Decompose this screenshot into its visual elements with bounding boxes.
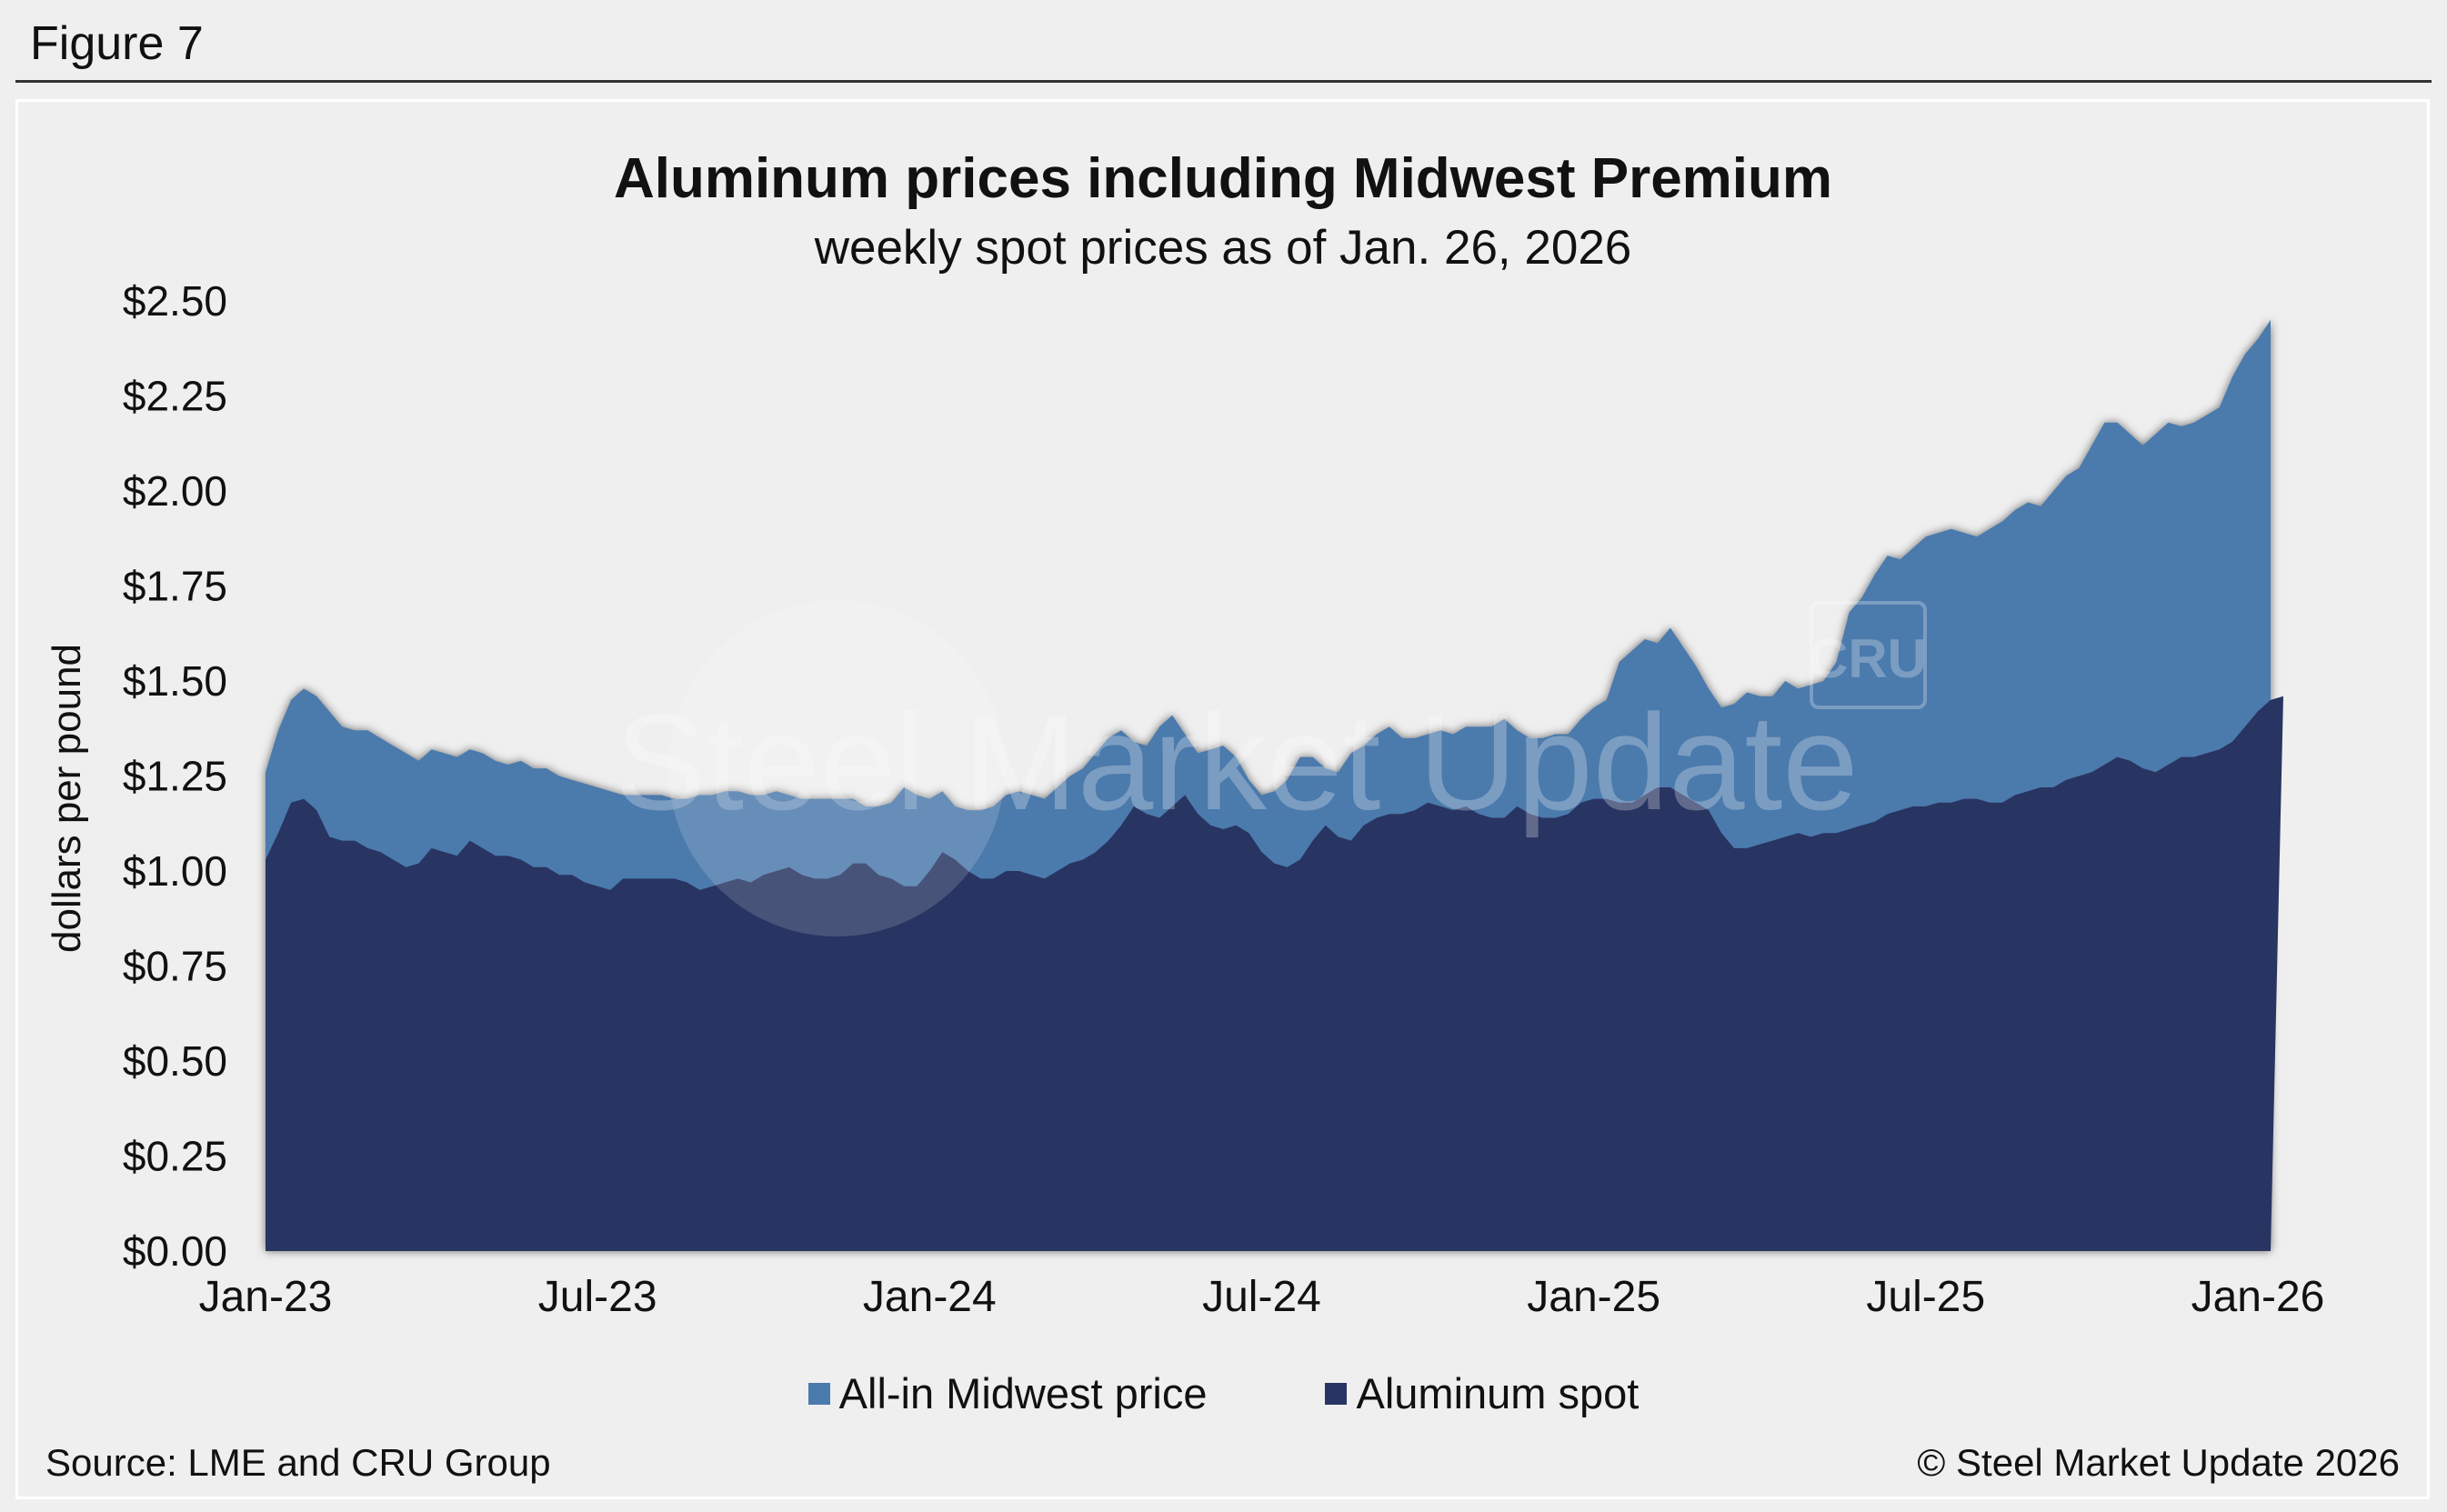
watermark-logo-icon bbox=[668, 600, 1005, 936]
legend-label-all-in: All-in Midwest price bbox=[838, 1369, 1208, 1417]
legend-item-spot: Aluminum spot bbox=[1325, 1368, 1639, 1418]
series-area-aluminum-spot bbox=[266, 696, 2283, 1251]
x-tick-label: Jul-24 bbox=[1202, 1273, 1321, 1321]
x-tick-label: Jan-25 bbox=[1527, 1273, 1660, 1321]
legend-swatch-spot bbox=[1325, 1382, 1348, 1405]
legend-swatch-all-in bbox=[807, 1382, 830, 1405]
x-tick-label: Jan-26 bbox=[2191, 1273, 2325, 1321]
y-axis-label: dollars per pound bbox=[45, 644, 89, 953]
figure-label: Figure 7 bbox=[30, 17, 204, 70]
watermark-text: Steel Market Update bbox=[615, 686, 1858, 838]
chart-subtitle: weekly spot prices as of Jan. 26, 2026 bbox=[814, 221, 1632, 275]
chart-panel bbox=[15, 99, 2430, 1499]
chart-title: Aluminum prices including Midwest Premiu… bbox=[614, 147, 1832, 210]
source-note: Source: LME and CRU Group bbox=[45, 1441, 551, 1484]
y-tick-label: $0.50 bbox=[123, 1037, 227, 1085]
figure-divider bbox=[15, 80, 2432, 83]
cru-badge-icon bbox=[1810, 601, 1927, 709]
x-axis: Jan-23 Jul-23 Jan-24 Jul-24 Jan-25 Jul-25 Jan-… bbox=[199, 1273, 2325, 1321]
legend-label-spot: Aluminum spot bbox=[1356, 1369, 1640, 1417]
y-tick-label: $2.50 bbox=[123, 277, 227, 325]
y-axis: $0.00 $0.25 $0.50 $0.75 $1.00 $1.25 $1.50 $1.75… bbox=[123, 277, 227, 1275]
y-tick-label: $1.00 bbox=[123, 847, 227, 895]
y-tick-label: $0.00 bbox=[123, 1227, 227, 1275]
y-tick-label: $0.25 bbox=[123, 1133, 227, 1180]
copyright-note: © Steel Market Update 2026 bbox=[1917, 1441, 2400, 1484]
cru-badge-text: CRU bbox=[1809, 628, 1927, 689]
x-tick-label: Jan-23 bbox=[199, 1273, 333, 1321]
y-tick-label: $1.75 bbox=[123, 563, 227, 610]
y-tick-label: $1.50 bbox=[123, 657, 227, 705]
y-tick-label: $2.00 bbox=[123, 467, 227, 515]
y-tick-label: $2.25 bbox=[123, 373, 227, 420]
x-tick-label: Jul-25 bbox=[1866, 1273, 1985, 1321]
legend-item-all-in: All-in Midwest price bbox=[807, 1368, 1208, 1418]
plot-area bbox=[266, 319, 2283, 1251]
legend: All-in Midwest price Aluminum spot bbox=[0, 1368, 2447, 1418]
x-tick-label: Jul-23 bbox=[538, 1273, 657, 1321]
x-tick-label: Jan-24 bbox=[863, 1273, 997, 1321]
y-tick-label: $1.25 bbox=[123, 753, 227, 800]
watermark: Steel Market Update CRU bbox=[615, 600, 1927, 936]
y-tick-label: $0.75 bbox=[123, 943, 227, 990]
